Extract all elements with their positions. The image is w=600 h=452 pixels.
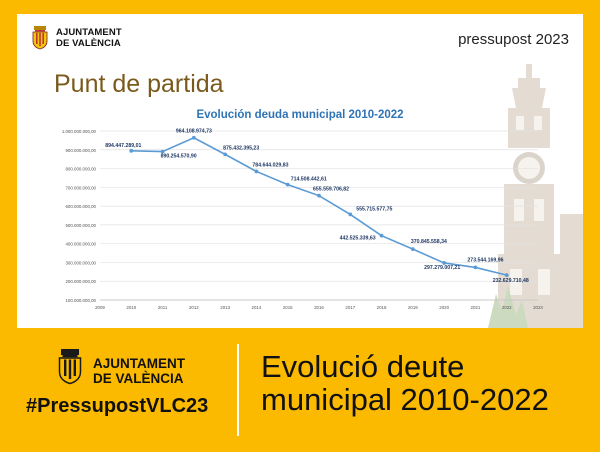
data-label: 784.644.029,83 xyxy=(252,162,288,168)
x-tick-label: 2017 xyxy=(345,305,355,310)
footer-banner: AJUNTAMENT DE VALÈNCIA #PressupostVLC23 … xyxy=(17,330,583,440)
data-label: 894.447.289,01 xyxy=(105,143,141,149)
bottom-logo-line-2: DE VALÈNCIA xyxy=(93,371,184,386)
data-point xyxy=(285,182,290,187)
y-tick-label: 600.000.000,00 xyxy=(65,204,96,209)
data-point xyxy=(129,148,134,153)
x-tick-label: 2020 xyxy=(439,305,449,310)
x-tick-label: 2022 xyxy=(502,305,512,310)
data-point xyxy=(504,273,509,277)
footer-title-line-2: municipal 2010-2022 xyxy=(261,382,549,417)
data-label: 442.525.339,63 xyxy=(340,236,376,242)
data-label: 555.715.577,75 xyxy=(356,206,392,212)
data-point xyxy=(442,261,447,265)
y-tick-label: 100.000.000,00 xyxy=(65,298,96,303)
x-tick-label: 2015 xyxy=(283,305,293,310)
bottom-logo-line-1: AJUNTAMENT xyxy=(93,356,185,371)
data-label: 370.845.558,34 xyxy=(411,239,447,245)
y-tick-label: 700.000.000,00 xyxy=(65,185,96,190)
data-label: 964.108.974,73 xyxy=(176,129,212,135)
y-tick-label: 1.000.000.000,00 xyxy=(62,129,97,134)
x-tick-label: 2021 xyxy=(471,305,481,310)
data-label: 297.279.007,21 xyxy=(424,265,460,271)
data-label: 890.254.570,90 xyxy=(161,154,197,160)
y-tick-label: 900.000.000,00 xyxy=(65,148,96,153)
x-tick-label: 2009 xyxy=(95,305,105,310)
data-point xyxy=(348,212,353,217)
x-tick-label: 2010 xyxy=(126,305,136,310)
data-point xyxy=(473,265,478,270)
coat-of-arms-icon xyxy=(32,26,48,50)
chart-title: Evolución deuda municipal 2010-2022 xyxy=(196,109,404,121)
data-point xyxy=(160,149,165,154)
data-point xyxy=(254,169,259,174)
x-tick-label: 2011 xyxy=(158,305,168,310)
x-tick-label: 2016 xyxy=(314,305,324,310)
x-tick-label: 2019 xyxy=(408,305,418,310)
data-point xyxy=(317,193,321,198)
y-tick-label: 400.000.000,00 xyxy=(65,242,96,247)
data-point xyxy=(379,233,384,238)
footer-title-line-1: Evolució deute xyxy=(261,349,465,384)
data-point xyxy=(191,135,196,140)
x-tick-label: 2023 xyxy=(533,305,543,310)
city-logo: AJUNTAMENT DE VALÈNCIA xyxy=(30,26,122,50)
data-label: 875.432.395,23 xyxy=(223,145,259,151)
x-tick-label: 2018 xyxy=(377,305,387,310)
data-point xyxy=(410,247,415,252)
x-tick-label: 2013 xyxy=(220,305,230,310)
slide-year-label: pressupost 2023 xyxy=(458,31,569,48)
footer-title: Evolució deute municipal 2010-2022 xyxy=(261,350,549,416)
data-label: 655.559.706,82 xyxy=(313,187,349,193)
hashtag: #PressupostVLC23 xyxy=(26,395,209,417)
logo-line-2: DE VALÈNCIA xyxy=(56,38,121,49)
debt-line-chart: 100.000.000,00 200.000.000,00 300.000.000,… xyxy=(62,129,544,310)
city-hall-watermark xyxy=(488,64,583,328)
x-tick-label: 2012 xyxy=(189,305,199,310)
data-point xyxy=(223,152,228,157)
presentation-slide: AJUNTAMENT DE VALÈNCIA pressupost 2023 P… xyxy=(17,14,583,328)
y-tick-label: 800.000.000,00 xyxy=(65,167,96,172)
logo-line-1: AJUNTAMENT xyxy=(56,27,122,38)
y-tick-label: 300.000.000,00 xyxy=(65,260,96,265)
data-label: 273.544.169,96 xyxy=(467,257,503,263)
divider xyxy=(237,344,239,436)
x-tick-label: 2014 xyxy=(252,305,262,310)
coat-of-arms-icon xyxy=(58,349,82,385)
data-label: 232.629.710,48 xyxy=(493,278,529,284)
slide-heading: Punt de partida xyxy=(54,70,224,98)
y-tick-label: 200.000.000,00 xyxy=(65,279,96,284)
data-label: 714.508.442,61 xyxy=(291,177,327,183)
y-tick-label: 500.000.000,00 xyxy=(65,223,96,228)
